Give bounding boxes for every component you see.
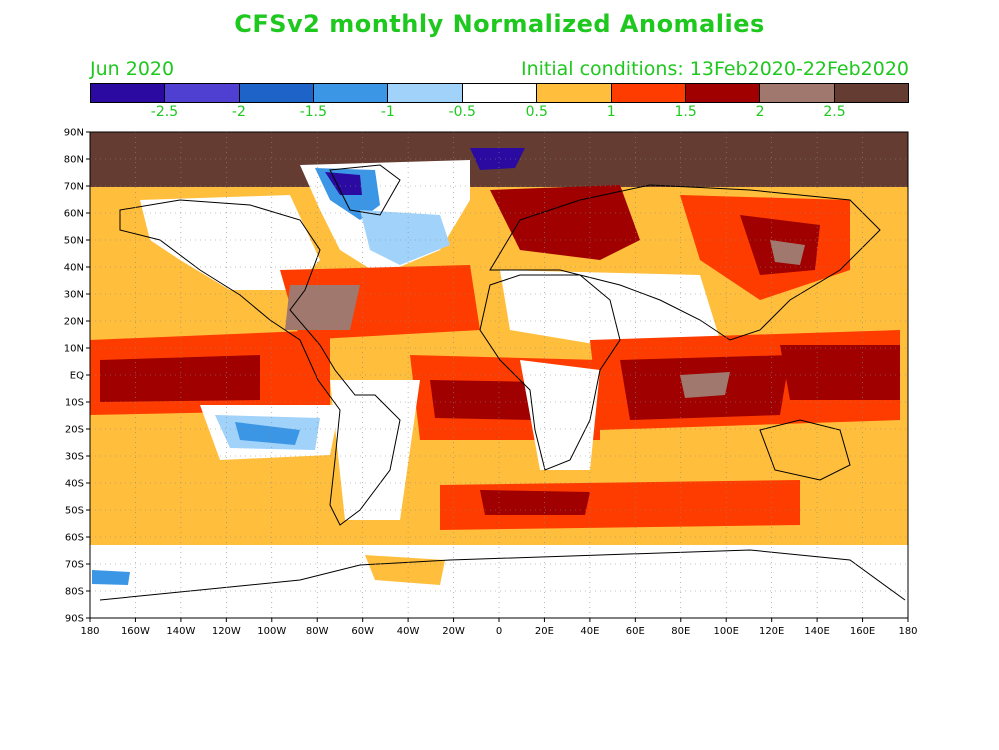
asia-extreme [770, 240, 805, 265]
lon-label: 140E [804, 626, 829, 637]
legend-swatch [461, 84, 537, 102]
legend-swatch [610, 84, 685, 102]
lat-label: 80S [65, 587, 84, 598]
dotted-grid [90, 132, 908, 618]
legend-swatch [91, 84, 165, 102]
lon-label: 0 [496, 626, 502, 637]
lat-label: 70N [64, 182, 84, 193]
africa-outline [479, 274, 621, 471]
lat-label: 60S [65, 533, 84, 544]
svalbard-cold [470, 148, 525, 170]
antarctica-outline [99, 549, 906, 601]
lon-label: 100E [714, 626, 739, 637]
lat-label: 20S [65, 425, 84, 436]
lat-label: 20N [64, 317, 84, 328]
legend-label: 1 [606, 104, 616, 120]
lat-label: 10S [65, 398, 84, 409]
southern-ocean-very-warm [480, 490, 590, 515]
lon-label: 40W [397, 626, 420, 637]
forecast-month: Jun 2020 [90, 58, 175, 80]
caribbean-extreme [285, 285, 360, 330]
lon-label: 160W [121, 626, 150, 637]
lat-label: 30S [65, 452, 84, 463]
longitude-labels: 180 160W 140W 120W 100W 80W 60W 40W 20W 0 20E 40E 60… [80, 626, 917, 637]
lon-label: 60E [626, 626, 645, 637]
north-america-neutral [140, 195, 320, 290]
initial-conditions: Initial conditions: 13Feb2020-22Feb2020 [521, 58, 909, 80]
southern-africa-neutral [520, 360, 600, 470]
sahara-neutral [500, 270, 720, 345]
lat-label: 90S [65, 614, 84, 625]
lon-label: 20E [535, 626, 554, 637]
australia-outline [759, 419, 851, 481]
legend-label: -2 [231, 104, 246, 120]
lon-label: 100W [257, 626, 286, 637]
legend-label: 0.5 [525, 104, 548, 120]
lat-label: 70S [65, 560, 84, 571]
eurasia-outline [489, 184, 881, 341]
map-title: CFSv2 monthly Normalized Anomalies [234, 10, 765, 38]
lon-label: 180 [80, 626, 99, 637]
lat-label: 90N [64, 128, 84, 139]
legend-label: -0.5 [448, 104, 476, 120]
lon-label: 60W [351, 626, 374, 637]
lat-label: 50N [64, 236, 84, 247]
lat-label: 60N [64, 209, 84, 220]
latitude-labels: 90N 80N 70N 60N 50N 40N 30N 20N 10N EQ 10S 20S 30S 40… [64, 128, 84, 625]
legend-label: -1.5 [299, 104, 328, 120]
legend-label: 2 [755, 104, 765, 120]
lat-label: 10N [64, 344, 84, 355]
lon-label: 40E [580, 626, 599, 637]
lon-label: 180 [898, 626, 917, 637]
tropical-pacific-very-warm [100, 355, 260, 402]
west-pacific-very-warm [780, 345, 900, 400]
legend-swatch [313, 84, 388, 102]
lat-label: 40N [64, 263, 84, 274]
lon-label: 120E [759, 626, 784, 637]
lon-label: 160E [850, 626, 875, 637]
legend-label: 1.5 [674, 104, 697, 120]
europe-warm [490, 185, 640, 260]
south-atlantic-very-warm [430, 380, 540, 420]
legend-swatch [164, 84, 239, 102]
legend-labels: -2.5 -2 -1.5 -1 -0.5 0.5 1 1.5 2 2.5 [90, 104, 909, 122]
lat-label: 50S [65, 506, 84, 517]
legend-swatch [387, 84, 462, 102]
lon-label: 140W [166, 626, 195, 637]
antarctic-warm-patch [365, 555, 445, 585]
south-pacific-cold [235, 422, 300, 445]
lon-label: 80E [671, 626, 690, 637]
indian-ocean-extreme [680, 372, 730, 398]
color-legend [90, 83, 909, 103]
axis-ticks [86, 131, 909, 622]
south-america-neutral [330, 380, 420, 520]
americas-outline [119, 199, 401, 526]
lon-label: 80W [306, 626, 329, 637]
labrador-cold [360, 210, 450, 265]
coastlines [99, 164, 906, 601]
lat-label: 40S [65, 479, 84, 490]
legend-label: 2.5 [823, 104, 846, 120]
greenland-outline [329, 164, 401, 216]
legend-swatch [833, 84, 908, 102]
lon-label: 120W [212, 626, 241, 637]
legend-label: -2.5 [150, 104, 179, 120]
legend-swatch [759, 84, 834, 102]
legend-swatch [238, 84, 314, 102]
legend-swatch [684, 84, 760, 102]
legend-swatch [536, 84, 611, 102]
antarctic-cold-patch [92, 570, 130, 585]
lon-label: 20W [442, 626, 465, 637]
lat-label: 30N [64, 290, 84, 301]
lat-label: 80N [64, 155, 84, 166]
legend-label: -1 [380, 104, 395, 120]
lat-label: EQ [70, 371, 84, 382]
